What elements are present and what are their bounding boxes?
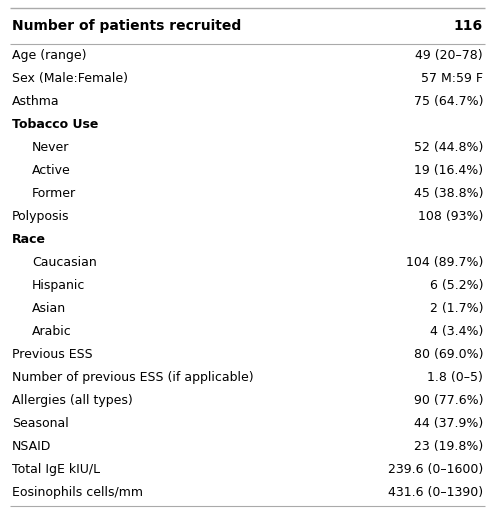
Text: 90 (77.6%): 90 (77.6%): [413, 394, 483, 407]
Text: Allergies (all types): Allergies (all types): [12, 394, 133, 407]
Text: 45 (38.8%): 45 (38.8%): [413, 187, 483, 200]
Text: Never: Never: [32, 142, 69, 154]
Text: Asian: Asian: [32, 302, 66, 316]
Text: 108 (93%): 108 (93%): [418, 211, 483, 224]
Text: 52 (44.8%): 52 (44.8%): [414, 142, 483, 154]
Text: 23 (19.8%): 23 (19.8%): [414, 440, 483, 454]
Text: Active: Active: [32, 164, 71, 178]
Text: Former: Former: [32, 187, 76, 200]
Text: Tobacco Use: Tobacco Use: [12, 118, 99, 131]
Text: 1.8 (0–5): 1.8 (0–5): [427, 371, 483, 385]
Text: 19 (16.4%): 19 (16.4%): [414, 164, 483, 178]
Text: Asthma: Asthma: [12, 95, 59, 109]
Text: 49 (20–78): 49 (20–78): [415, 49, 483, 62]
Text: Age (range): Age (range): [12, 49, 87, 62]
Text: Total IgE kIU/L: Total IgE kIU/L: [12, 464, 100, 476]
Text: 431.6 (0–1390): 431.6 (0–1390): [388, 487, 483, 500]
Text: Seasonal: Seasonal: [12, 418, 69, 431]
Text: Number of previous ESS (if applicable): Number of previous ESS (if applicable): [12, 371, 253, 385]
Text: Eosinophils cells/mm: Eosinophils cells/mm: [12, 487, 143, 500]
Text: 57 M:59 F: 57 M:59 F: [421, 73, 483, 85]
Text: Arabic: Arabic: [32, 325, 72, 338]
Text: Hispanic: Hispanic: [32, 280, 85, 293]
Text: 80 (69.0%): 80 (69.0%): [413, 349, 483, 362]
Text: 75 (64.7%): 75 (64.7%): [413, 95, 483, 109]
Text: Race: Race: [12, 233, 46, 247]
Text: 116: 116: [454, 19, 483, 33]
Text: NSAID: NSAID: [12, 440, 51, 454]
Text: Sex (Male:Female): Sex (Male:Female): [12, 73, 128, 85]
Text: 6 (5.2%): 6 (5.2%): [430, 280, 483, 293]
Text: 44 (37.9%): 44 (37.9%): [414, 418, 483, 431]
Text: 4 (3.4%): 4 (3.4%): [430, 325, 483, 338]
Text: 2 (1.7%): 2 (1.7%): [430, 302, 483, 316]
Text: 239.6 (0–1600): 239.6 (0–1600): [388, 464, 483, 476]
Text: Polyposis: Polyposis: [12, 211, 69, 224]
Text: 104 (89.7%): 104 (89.7%): [405, 256, 483, 269]
Text: Caucasian: Caucasian: [32, 256, 97, 269]
Text: Number of patients recruited: Number of patients recruited: [12, 19, 241, 33]
Text: Previous ESS: Previous ESS: [12, 349, 93, 362]
